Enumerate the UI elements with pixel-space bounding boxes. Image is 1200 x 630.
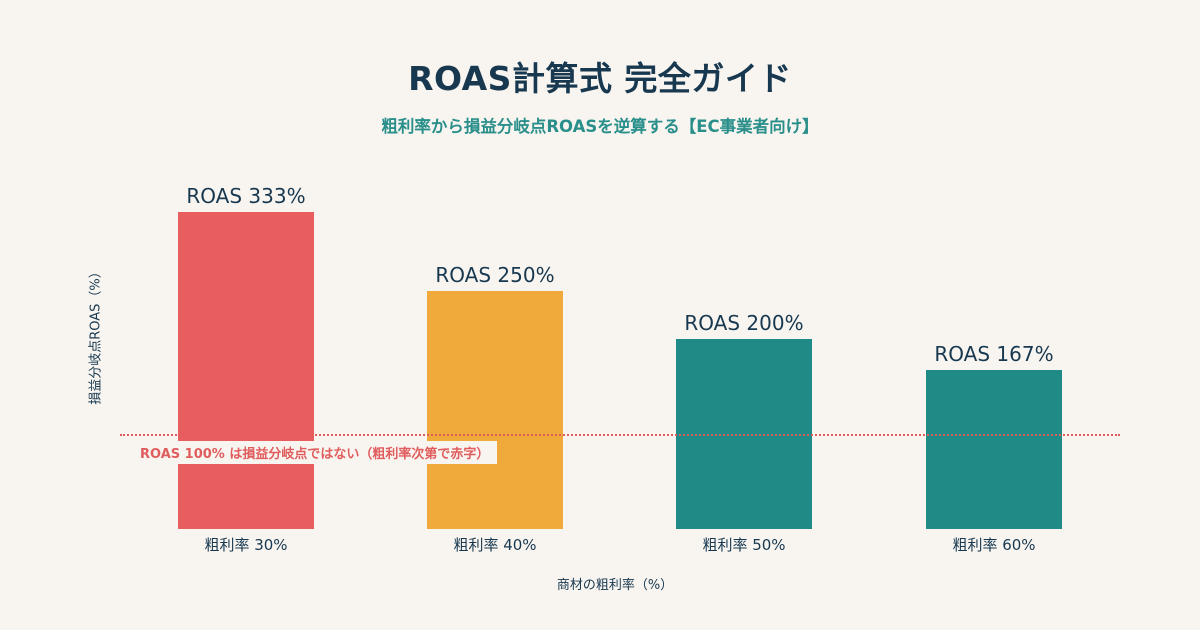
bar-value-label: ROAS 200% [684,311,804,335]
bar-3 [926,370,1062,529]
bar-value-label: ROAS 333% [186,184,306,208]
category-label: 粗利率 30% [204,536,288,554]
category-label: 粗利率 40% [453,536,537,554]
bar-1 [427,291,563,529]
chart-title: ROAS計算式 完全ガイド [408,59,792,98]
reference-line-note: ROAS 100% は損益分岐点ではない（粗利率次第で赤字） [132,441,498,464]
bar-value-label: ROAS 250% [435,263,555,287]
x-axis-label: 商材の粗利率（%） [556,578,674,593]
reference-line-100 [120,434,1120,436]
category-label: 粗利率 50% [702,536,786,554]
chart-subtitle: 粗利率から損益分岐点ROASを逆算する【EC事業者向け】 [381,117,819,136]
bar-value-label: ROAS 167% [934,342,1054,366]
bar-0 [178,212,314,529]
category-label: 粗利率 60% [952,536,1036,554]
y-axis-label: 損益分岐点ROAS（%） [88,265,104,405]
